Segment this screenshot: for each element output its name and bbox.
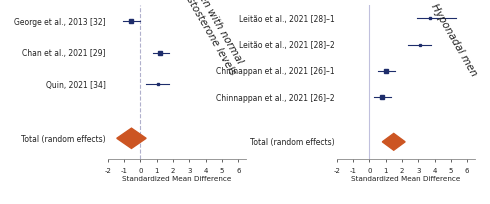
X-axis label: Standardized Mean Difference: Standardized Mean Difference [122, 175, 232, 181]
Text: Total (random effects): Total (random effects) [250, 138, 335, 147]
Text: Chan et al., 2021 [29]: Chan et al., 2021 [29] [23, 49, 106, 58]
Text: Leitão et al., 2021 [28]–1: Leitão et al., 2021 [28]–1 [239, 15, 335, 24]
Text: Chinnappan et al., 2021 [26]–1: Chinnappan et al., 2021 [26]–1 [216, 67, 335, 76]
Polygon shape [382, 134, 405, 151]
Text: Hyponadal men: Hyponadal men [429, 2, 479, 78]
Text: Quin, 2021 [34]: Quin, 2021 [34] [46, 81, 106, 90]
X-axis label: Standardized Mean Difference: Standardized Mean Difference [351, 175, 461, 181]
Text: George et al., 2013 [32]: George et al., 2013 [32] [14, 17, 106, 26]
Text: Men with normal
testosterone levels: Men with normal testosterone levels [180, 0, 248, 76]
Text: Leitão et al., 2021 [28]–2: Leitão et al., 2021 [28]–2 [239, 41, 335, 50]
Text: Total (random effects): Total (random effects) [21, 134, 106, 143]
Polygon shape [117, 129, 146, 149]
Text: Chinnappan et al., 2021 [26]–2: Chinnappan et al., 2021 [26]–2 [216, 93, 335, 102]
